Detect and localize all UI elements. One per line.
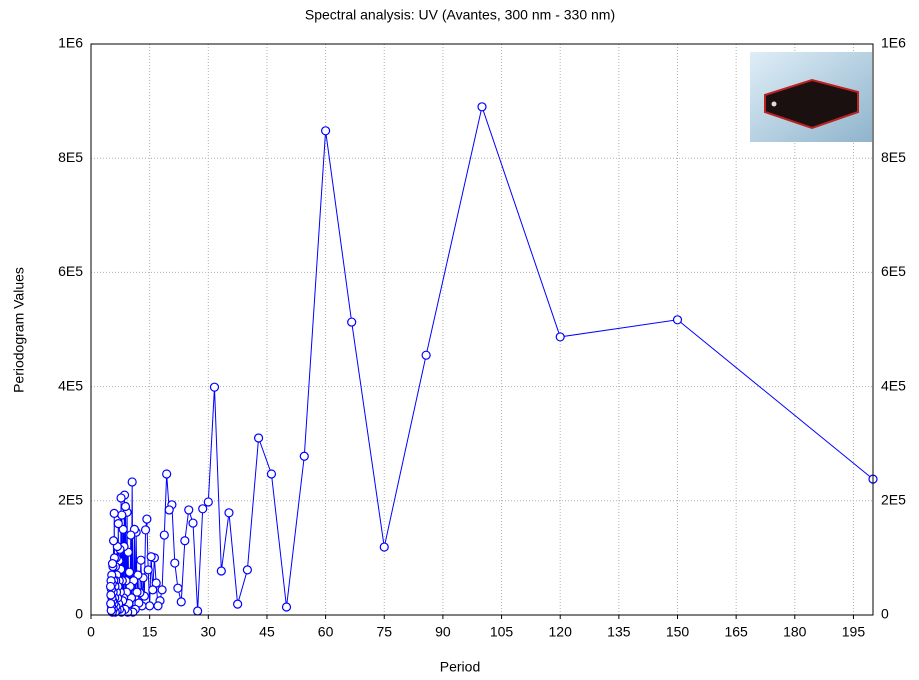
- inset-image: [750, 52, 872, 142]
- data-point: [180, 536, 190, 546]
- grid: [90, 43, 873, 616]
- y2-tick-label: 2E5: [881, 492, 906, 508]
- data-point: [299, 451, 309, 461]
- data-point: [555, 332, 565, 342]
- y2-tick-label: 4E5: [881, 377, 906, 393]
- x-tick-label: 120: [549, 624, 573, 640]
- data-point: [146, 552, 156, 562]
- data-point: [188, 518, 198, 528]
- y-tick-label: 8E5: [58, 149, 83, 165]
- data-point: [106, 598, 116, 609]
- data-point: [224, 508, 234, 518]
- data-point: [164, 505, 174, 515]
- data-point: [117, 510, 127, 520]
- data-point: [672, 315, 683, 325]
- x-tick-label: 90: [435, 624, 451, 640]
- data-point: [193, 606, 203, 616]
- y2-tick-label: 1E6: [881, 35, 906, 51]
- data-point: [216, 566, 226, 576]
- data-point: [132, 587, 142, 597]
- data-point: [153, 601, 163, 611]
- data-point: [477, 102, 487, 112]
- data-point: [140, 525, 151, 535]
- data-point: [209, 382, 220, 392]
- data-point: [162, 469, 172, 479]
- y2-tick-label: 6E5: [881, 263, 906, 279]
- data-point: [105, 581, 116, 592]
- data-point: [108, 536, 119, 546]
- data-point: [184, 505, 194, 515]
- data-point: [170, 558, 180, 568]
- plot-marks: [105, 102, 878, 617]
- device-shape: [764, 78, 859, 130]
- data-point: [233, 599, 243, 609]
- x-tick-label: 60: [318, 624, 334, 640]
- data-point: [148, 585, 158, 595]
- data-point: [321, 126, 331, 136]
- x-axis-label: Period: [440, 659, 480, 675]
- device-light: [771, 101, 777, 107]
- data-point: [106, 590, 116, 600]
- y-tick-label: 6E5: [58, 263, 83, 279]
- y-axis-label: Periodogram Values: [11, 267, 27, 393]
- data-point: [120, 501, 131, 512]
- data-point: [281, 602, 292, 612]
- data-point: [116, 493, 126, 503]
- y-tick-label: 1E6: [58, 35, 83, 51]
- x-tick-label: 165: [724, 624, 748, 640]
- data-point: [379, 542, 389, 552]
- data-point: [109, 508, 119, 518]
- data-point: [159, 530, 169, 540]
- data-point: [113, 519, 123, 529]
- x-tick-label: 75: [376, 624, 392, 640]
- y2-tick-label: 0: [881, 606, 889, 622]
- data-point: [136, 555, 146, 565]
- data-point: [157, 585, 167, 595]
- data-point: [143, 565, 153, 575]
- y-tick-label: 4E5: [58, 377, 83, 393]
- x-tick-label: 150: [666, 624, 690, 640]
- data-point: [203, 497, 213, 507]
- x-tick-label: 105: [490, 624, 514, 640]
- chart-title: Spectral analysis: UV (Avantes, 300 nm -…: [305, 7, 615, 23]
- data-point: [253, 433, 264, 443]
- data-point: [107, 559, 118, 569]
- data-point: [126, 530, 136, 540]
- data-point: [118, 524, 128, 534]
- y-tick-label: 0: [75, 606, 83, 622]
- x-tick-label: 180: [783, 624, 807, 640]
- data-point: [198, 504, 208, 514]
- data-point: [242, 565, 252, 575]
- data-point: [176, 597, 186, 607]
- x-tick-label: 30: [201, 624, 217, 640]
- x-tick-label: 195: [842, 624, 866, 640]
- data-point: [124, 567, 135, 577]
- plot-frame: [90, 43, 874, 616]
- x-tick-label: 135: [607, 624, 631, 640]
- data-point: [127, 477, 137, 487]
- x-tick-label: 0: [87, 624, 95, 640]
- data-point: [266, 469, 277, 479]
- data-point: [347, 317, 357, 327]
- y-tick-label: 2E5: [58, 492, 83, 508]
- data-point: [145, 601, 155, 611]
- x-tick-label: 15: [142, 624, 158, 640]
- data-point: [173, 583, 183, 593]
- x-tick-label: 45: [259, 624, 275, 640]
- data-point: [421, 350, 431, 360]
- data-point: [142, 514, 152, 524]
- y2-tick-label: 8E5: [881, 149, 906, 165]
